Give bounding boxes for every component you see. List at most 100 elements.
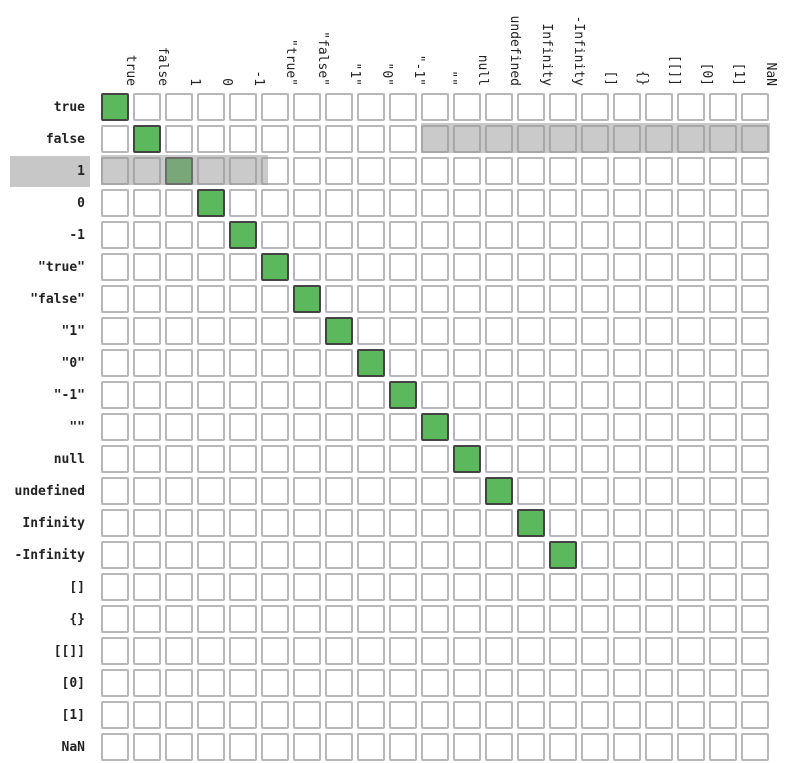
cell-equal[interactable]: [325, 317, 353, 345]
cell[interactable]: [229, 413, 257, 441]
cell[interactable]: [357, 125, 385, 153]
cell[interactable]: [293, 253, 321, 281]
cell[interactable]: [101, 573, 129, 601]
cell[interactable]: [101, 125, 129, 153]
cell[interactable]: [101, 413, 129, 441]
cell[interactable]: [549, 349, 577, 377]
cell[interactable]: [709, 573, 737, 601]
cell[interactable]: [485, 605, 513, 633]
cell[interactable]: [357, 253, 385, 281]
cell[interactable]: [165, 413, 193, 441]
cell[interactable]: [389, 189, 417, 217]
cell[interactable]: [133, 253, 161, 281]
cell[interactable]: [261, 573, 289, 601]
cell[interactable]: [741, 477, 769, 505]
cell[interactable]: [485, 125, 513, 153]
cell[interactable]: [709, 445, 737, 473]
cell[interactable]: [517, 93, 545, 121]
cell[interactable]: [709, 605, 737, 633]
cell[interactable]: [613, 253, 641, 281]
cell[interactable]: [421, 733, 449, 761]
cell[interactable]: [517, 605, 545, 633]
cell[interactable]: [229, 477, 257, 505]
cell[interactable]: [549, 733, 577, 761]
cell[interactable]: [389, 125, 417, 153]
cell[interactable]: [517, 253, 545, 281]
cell[interactable]: [421, 637, 449, 665]
cell[interactable]: [741, 125, 769, 153]
cell[interactable]: [517, 573, 545, 601]
cell[interactable]: [485, 637, 513, 665]
cell[interactable]: [645, 413, 673, 441]
cell[interactable]: [389, 733, 417, 761]
cell[interactable]: [421, 701, 449, 729]
cell[interactable]: [453, 605, 481, 633]
cell[interactable]: [709, 701, 737, 729]
cell[interactable]: [421, 509, 449, 537]
cell[interactable]: [741, 509, 769, 537]
cell[interactable]: [197, 477, 225, 505]
cell[interactable]: [293, 477, 321, 505]
cell[interactable]: [549, 445, 577, 473]
cell[interactable]: [613, 477, 641, 505]
cell[interactable]: [517, 157, 545, 185]
cell[interactable]: [293, 413, 321, 441]
cell[interactable]: [229, 157, 257, 185]
cell-equal[interactable]: [485, 477, 513, 505]
cell[interactable]: [101, 221, 129, 249]
cell[interactable]: [325, 285, 353, 313]
cell[interactable]: [165, 445, 193, 473]
cell[interactable]: [677, 349, 705, 377]
cell[interactable]: [101, 733, 129, 761]
cell[interactable]: [261, 541, 289, 569]
cell-equal[interactable]: [293, 285, 321, 313]
cell[interactable]: [453, 701, 481, 729]
cell[interactable]: [517, 221, 545, 249]
cell[interactable]: [517, 189, 545, 217]
cell[interactable]: [261, 605, 289, 633]
cell[interactable]: [357, 477, 385, 505]
cell[interactable]: [677, 733, 705, 761]
cell[interactable]: [613, 573, 641, 601]
cell[interactable]: [549, 669, 577, 697]
cell[interactable]: [293, 93, 321, 121]
cell[interactable]: [453, 669, 481, 697]
cell[interactable]: [389, 541, 417, 569]
cell[interactable]: [133, 189, 161, 217]
cell[interactable]: [133, 477, 161, 505]
cell[interactable]: [581, 605, 609, 633]
cell[interactable]: [741, 637, 769, 665]
cell[interactable]: [133, 669, 161, 697]
cell[interactable]: [645, 189, 673, 217]
cell[interactable]: [613, 605, 641, 633]
cell[interactable]: [645, 701, 673, 729]
cell-equal[interactable]: [197, 189, 225, 217]
cell[interactable]: [677, 573, 705, 601]
cell[interactable]: [357, 381, 385, 409]
cell[interactable]: [293, 221, 321, 249]
cell[interactable]: [229, 573, 257, 601]
cell[interactable]: [165, 669, 193, 697]
cell[interactable]: [581, 573, 609, 601]
cell[interactable]: [229, 509, 257, 537]
cell[interactable]: [389, 605, 417, 633]
cell[interactable]: [645, 445, 673, 473]
cell[interactable]: [741, 669, 769, 697]
cell[interactable]: [165, 221, 193, 249]
cell[interactable]: [613, 413, 641, 441]
cell[interactable]: [453, 317, 481, 345]
cell[interactable]: [645, 381, 673, 409]
cell[interactable]: [485, 349, 513, 377]
cell[interactable]: [677, 253, 705, 281]
cell[interactable]: [229, 285, 257, 313]
cell[interactable]: [197, 125, 225, 153]
cell[interactable]: [229, 637, 257, 665]
cell[interactable]: [197, 349, 225, 377]
cell[interactable]: [421, 93, 449, 121]
cell[interactable]: [645, 253, 673, 281]
cell[interactable]: [517, 125, 545, 153]
cell[interactable]: [229, 253, 257, 281]
cell[interactable]: [645, 733, 673, 761]
cell[interactable]: [677, 605, 705, 633]
cell[interactable]: [453, 509, 481, 537]
